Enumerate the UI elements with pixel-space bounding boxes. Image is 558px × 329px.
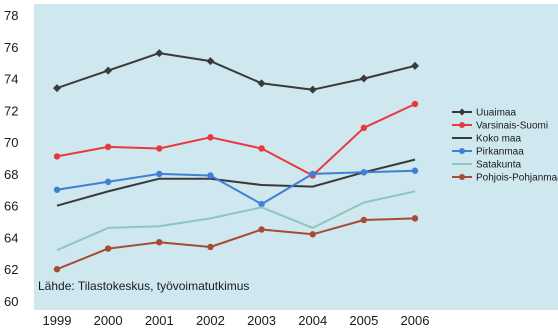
data-point xyxy=(411,100,419,108)
data-point xyxy=(156,239,163,246)
legend-item: Varsinais-Suomi xyxy=(452,121,548,132)
data-point xyxy=(53,266,61,273)
data-point xyxy=(53,186,61,193)
x-tick-label: 2006 xyxy=(401,313,430,328)
source-note: Lähde: Tilastokeskus, työvoimatutkimus xyxy=(38,279,249,293)
legend-item: Pohjois-Pohjanmaa xyxy=(452,173,558,184)
y-tick-label: 70 xyxy=(4,135,18,150)
data-point xyxy=(360,169,368,176)
series-uuaimaa xyxy=(53,49,419,94)
data-point xyxy=(156,145,163,152)
data-point xyxy=(258,226,265,233)
series-line xyxy=(56,103,416,177)
series-line xyxy=(56,52,416,91)
series-varsinais-suomi xyxy=(53,100,419,179)
x-tick-label: 1999 xyxy=(43,313,72,328)
series-line xyxy=(56,169,416,206)
data-point xyxy=(359,74,368,83)
data-point xyxy=(308,85,317,94)
legend-label: Varsinais-Suomi xyxy=(476,121,548,132)
legend-marker xyxy=(458,108,466,116)
data-point xyxy=(207,134,214,141)
data-point xyxy=(53,153,61,160)
x-axis: 1999 2000 2001 2002 2003 2004 2005 2006 xyxy=(43,313,430,328)
data-point xyxy=(258,145,265,152)
x-tick-label: 2004 xyxy=(298,313,327,328)
legend-item: Satakunta xyxy=(452,160,521,171)
data-point xyxy=(360,124,368,132)
legend-item: Koko maa xyxy=(452,134,521,145)
data-point xyxy=(206,57,215,66)
legend-label: Pirkanmaa xyxy=(476,147,524,158)
y-tick-label: 66 xyxy=(4,199,18,214)
data-point xyxy=(309,170,316,178)
y-tick-label: 76 xyxy=(4,40,18,55)
data-point xyxy=(258,200,265,208)
series-pohjois-pohjanmaa xyxy=(53,215,419,273)
x-tick-label: 2000 xyxy=(94,313,123,328)
y-tick-label: 78 xyxy=(4,8,18,23)
x-tick-label: 2003 xyxy=(247,313,276,328)
legend-label: Koko maa xyxy=(476,134,521,145)
y-tick-label: 72 xyxy=(4,103,18,118)
series-group xyxy=(53,49,419,273)
legend-label: Uuaimaa xyxy=(476,108,516,119)
data-point xyxy=(309,231,316,238)
x-tick-label: 2001 xyxy=(145,313,174,328)
series-line xyxy=(56,158,416,207)
series-satakunta xyxy=(56,190,416,252)
series-pirkanmaa xyxy=(53,167,419,208)
data-point xyxy=(207,172,214,179)
legend: Uuaimaa Varsinais-Suomi Koko maa Pirkanmaa S… xyxy=(452,108,558,184)
data-point xyxy=(156,170,163,178)
data-point xyxy=(155,49,164,58)
legend-item: Uuaimaa xyxy=(452,108,516,119)
data-point xyxy=(53,84,61,93)
data-point xyxy=(257,79,266,88)
legend-label: Satakunta xyxy=(476,160,521,171)
data-point xyxy=(360,216,368,224)
y-tick-label: 60 xyxy=(4,294,18,309)
series-line xyxy=(56,190,416,252)
y-tick-label: 68 xyxy=(4,167,18,182)
y-tick-label: 62 xyxy=(4,262,18,277)
plot-background xyxy=(34,4,558,310)
x-tick-label: 2005 xyxy=(349,313,378,328)
data-point xyxy=(411,215,419,222)
series-line xyxy=(56,217,416,271)
x-tick-label: 2002 xyxy=(196,313,225,328)
legend-item: Pirkanmaa xyxy=(452,147,524,158)
data-point xyxy=(104,143,112,151)
legend-marker xyxy=(459,174,465,180)
y-axis: 60 62 64 66 68 70 72 74 76 78 xyxy=(4,8,18,309)
series-koko-maa xyxy=(56,158,416,207)
legend-label: Pohjois-Pohjanmaa xyxy=(476,173,558,184)
legend-marker xyxy=(459,148,465,154)
data-point xyxy=(104,245,112,252)
data-point xyxy=(104,178,112,186)
legend-marker xyxy=(459,122,465,128)
data-point xyxy=(104,66,113,75)
y-tick-label: 64 xyxy=(4,230,18,245)
data-point xyxy=(411,61,419,70)
data-point xyxy=(411,167,419,174)
data-point xyxy=(207,243,214,251)
y-tick-label: 74 xyxy=(4,72,18,87)
